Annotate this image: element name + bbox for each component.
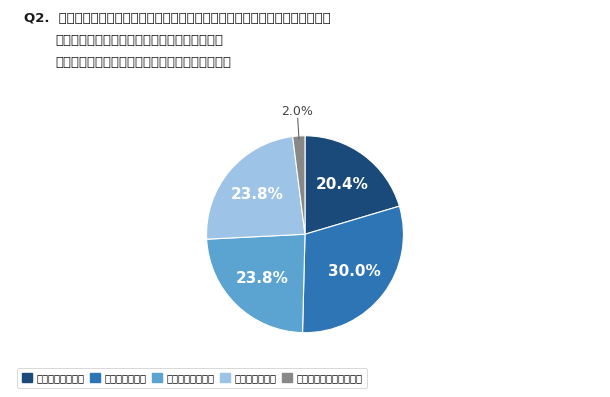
Text: Q2.  あなたは、観光地やリゾート地で休暇と仕事をうまく切り替えながら行う、: Q2. あなたは、観光地やリゾート地で休暇と仕事をうまく切り替えながら行う、 (24, 12, 331, 25)
Text: 23.8%: 23.8% (235, 271, 288, 286)
Wedge shape (207, 137, 305, 239)
Text: 2.0%: 2.0% (281, 105, 313, 118)
Text: 30.0%: 30.0% (328, 264, 381, 279)
Wedge shape (305, 136, 400, 234)
Text: 23.8%: 23.8% (231, 187, 284, 202)
Legend: 非常に興味がある, 少し興味がある, あまり興味がない, 全く興味がない, 既に自社で導入している: 非常に興味がある, 少し興味がある, あまり興味がない, 全く興味がない, 既に… (17, 368, 367, 388)
Text: 可能であれば自社での導入に興味はありますか。: 可能であれば自社での導入に興味はありますか。 (55, 56, 231, 69)
Wedge shape (303, 206, 403, 333)
Text: 「ワーケーション」制度の取り組みについて、: 「ワーケーション」制度の取り組みについて、 (55, 34, 223, 47)
Wedge shape (293, 136, 305, 234)
Wedge shape (207, 234, 305, 333)
Text: 20.4%: 20.4% (315, 177, 368, 192)
